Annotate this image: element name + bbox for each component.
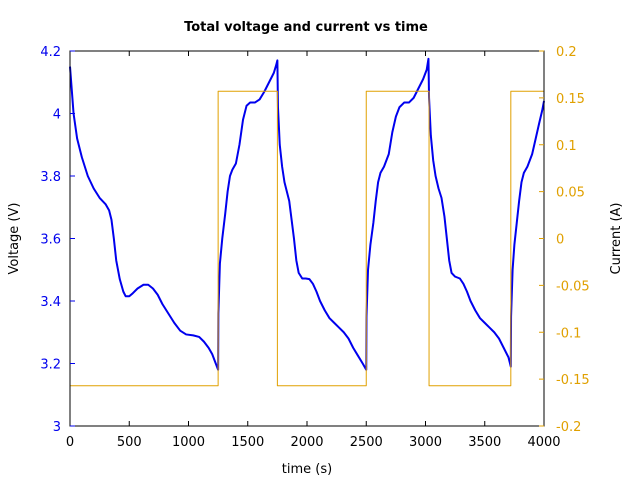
- left-tick-label: 3.6: [40, 233, 61, 248]
- x-tick-label: 3500: [468, 435, 501, 450]
- left-tick-label: 4.2: [40, 45, 61, 60]
- left-tick-label: 3.2: [40, 358, 61, 373]
- left-tick-label: 3.4: [40, 295, 61, 310]
- right-tick-label: -0.1: [556, 326, 581, 341]
- right-tick-label: 0.1: [556, 139, 577, 154]
- x-tick-label: 500: [117, 435, 142, 450]
- x-tick-label: 2500: [350, 435, 383, 450]
- right-axis-ticks: -0.2 -0.15 -0.1 -0.05 0 0.05 0.1 0.15 0.2: [539, 45, 590, 435]
- x-tick-label: 1000: [172, 435, 205, 450]
- left-axis-ticks: 3 3.2 3.4 3.6 3.8 4 4.2: [40, 45, 75, 435]
- x-tick-label: 3000: [409, 435, 442, 450]
- right-tick-label: 0.15: [556, 92, 585, 107]
- series-layer: [69, 57, 545, 387]
- right-tick-label: -0.05: [556, 279, 590, 294]
- plot-frame: [69, 50, 545, 427]
- left-tick-label: 3.8: [40, 170, 61, 185]
- x-tick-label: 1500: [231, 435, 264, 450]
- left-tick-label: 3: [53, 420, 61, 435]
- x-tick-label: 4000: [527, 435, 560, 450]
- chart-title: Total voltage and current vs time: [184, 20, 428, 35]
- x-axis-ticks: 0 500 1000 1500 2000 2500 3000 3500 4000: [66, 51, 561, 450]
- x-tick-label: 0: [66, 435, 74, 450]
- left-tick-label: 4: [53, 108, 61, 123]
- voltage-series-line: [69, 57, 545, 371]
- current-series-line: [70, 90, 544, 387]
- right-tick-label: -0.15: [556, 373, 590, 388]
- right-tick-label: 0.05: [556, 186, 585, 201]
- right-tick-label: -0.2: [556, 420, 581, 435]
- right-tick-label: 0: [556, 233, 564, 248]
- x-tick-label: 2000: [290, 435, 323, 450]
- right-axis-label: Current (A): [609, 203, 624, 275]
- left-axis-label: Voltage (V): [7, 203, 22, 275]
- right-tick-label: 0.2: [556, 45, 577, 60]
- x-axis-label: time (s): [282, 462, 332, 477]
